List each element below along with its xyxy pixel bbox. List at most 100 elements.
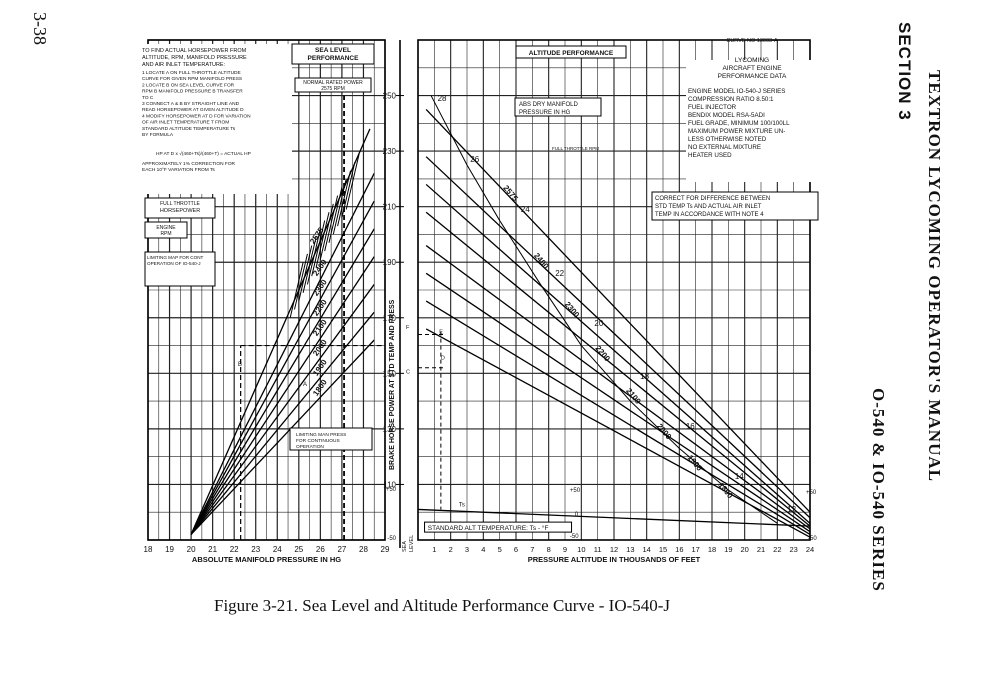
curve-number: CURVE NO 13003-A: [726, 38, 778, 44]
temp-tick-right: +50: [806, 490, 817, 496]
full-throttle-hatch: [324, 195, 339, 252]
engine-data-text: LESS OTHERWISE NOTED: [688, 136, 767, 143]
point-c-label: C: [406, 369, 410, 375]
instructions-text: AND AIR INLET TEMPERATURE:: [142, 62, 226, 68]
engine-data-text: MAXIMUM POWER MIXTURE UN-: [688, 128, 785, 135]
sea-level-x-tick: 20: [187, 545, 196, 554]
temp-tick-left: +50: [386, 487, 397, 493]
altitude-x-tick: 5: [498, 545, 502, 554]
full-throttle-hatch: [311, 220, 326, 277]
altitude-x-tick: 12: [610, 545, 618, 554]
instructions-steps: OF AIR INLET TEMPERATURE T FROM: [142, 120, 229, 126]
limiting-man-press-text: LIMITING MAN PRESS: [296, 432, 346, 438]
manifold-pressure-label: 18: [640, 372, 649, 381]
hp-axis-tick-label: 210: [383, 203, 397, 212]
hp-axis-tick-label: 250: [383, 92, 397, 101]
sea-level-rpm-line: [190, 284, 375, 535]
full-throttle-hatch: [294, 253, 308, 310]
engine-data-text: FUEL INJECTOR: [688, 104, 737, 111]
sea-level-x-tick: 21: [208, 545, 217, 554]
temp-tick: 0: [575, 512, 579, 518]
engine-data-text: BENDIX MODEL RSA-5ADI: [688, 112, 765, 119]
instructions-steps: 2 LOCATE B ON SEA LEVEL CURVE FOR: [142, 82, 235, 88]
engine-data-box: [686, 60, 818, 182]
altitude-title: ALTITUDE PERFORMANCE: [529, 50, 614, 57]
instructions-steps: CURVE FOR GIVEN RPM MANIFOLD PRESS: [142, 76, 242, 82]
engine-data-text: FUEL GRADE, MINIMUM 100/100LL: [688, 120, 790, 127]
altitude-x-tick: 11: [594, 545, 602, 554]
instructions-steps: TO C: [142, 95, 154, 101]
temp-tick: -50: [570, 534, 579, 540]
instructions-steps: STANDARD ALTITUDE TEMPERATURE Ts: [142, 126, 236, 132]
sea-level-rpm-label: 2000: [311, 337, 329, 357]
manifold-pressure-label: 22: [555, 269, 564, 278]
engine-data-title2: AIRCRAFT ENGINE: [722, 65, 782, 72]
altitude-x-tick: 20: [740, 545, 748, 554]
sea-level-x-label: ABSOLUTE MANIFOLD PRESSURE IN HG: [192, 555, 341, 564]
temp-tick: +50: [570, 488, 581, 494]
sea-level-rpm-line: [190, 173, 375, 535]
altitude-rpm-line: [425, 211, 811, 527]
altitude-rpm-line: [425, 272, 811, 533]
manifold-pressure-label: 28: [438, 94, 447, 103]
altitude-x-tick: 7: [530, 545, 534, 554]
point-f-label: F: [406, 325, 410, 331]
altitude-x-tick: 21: [757, 545, 765, 554]
instructions-text: ALTITUDE, RPM, MANIFOLD PRESSURE: [142, 55, 247, 61]
engine-rpm-label1: ENGINE: [156, 225, 176, 231]
altitude-x-tick: 24: [806, 545, 814, 554]
altitude-x-tick: 1: [432, 545, 436, 554]
manifold-pressure-label: 26: [470, 155, 479, 164]
sea-level-x-tick: 29: [381, 545, 390, 554]
std-alt-temp-label: STANDARD ALT TEMPERATURE: Ts - °F: [428, 524, 549, 532]
engine-data-text: HEATER USED: [688, 152, 732, 159]
altitude-x-tick: 22: [773, 545, 781, 554]
instructions-steps: BY FORMULA: [142, 132, 174, 138]
limiting-man-press-text: OPERATION: [296, 444, 324, 450]
altitude-rpm-line: [425, 300, 811, 535]
altitude-rpm-label: 1800: [716, 481, 735, 501]
sea-level-title-line1: SEA LEVEL: [315, 47, 351, 54]
formula-text: HP AT D x √(460+Ts)/(460+T) = ACTUAL HP: [156, 151, 251, 157]
limiting-map-box: [144, 251, 216, 287]
hp-axis-tick-label: 130: [383, 425, 397, 434]
limiting-man-press-text: FOR CONTINUOUS: [296, 438, 340, 444]
hp-axis-tick-label: 170: [383, 314, 397, 323]
sea-level-x-tick: 24: [273, 545, 282, 554]
correction-text: TEMP IN ACCORDANCE WITH NOTE 4: [655, 212, 764, 218]
altitude-x-tick: 4: [481, 545, 485, 554]
sea-level-x-tick: 28: [359, 545, 368, 554]
instructions-steps: 3 CONNECT A & B BY STRAIGHT LINE AND: [142, 101, 240, 107]
instructions-steps: 1 LOCATE A ON FULL THROTTLE ALTITUDE: [142, 70, 241, 76]
sea-level-title-line2: PERFORMANCE: [308, 55, 360, 62]
temp-tick-left: -50: [387, 536, 396, 542]
altitude-rpm-line: [425, 183, 811, 524]
sea-level-rpm-label: 1800: [311, 377, 329, 397]
instructions-text: TO FIND ACTUAL HORSEPOWER FROM: [142, 48, 247, 54]
std-temp-line: [417, 508, 811, 527]
altitude-x-tick: 2: [449, 545, 453, 554]
altitude-x-tick: 3: [465, 545, 469, 554]
full-throttle-hatch: [319, 203, 334, 260]
altitude-rpm-label: 2300: [563, 300, 582, 320]
correction-note: EACH 10°F VARIATION FROM Ts: [142, 167, 215, 173]
altitude-rpm-line: [425, 156, 811, 519]
engine-data-title3: PERFORMANCE DATA: [718, 73, 787, 80]
engine-data-text: ENGINE MODEL IO-540-J SERIES: [688, 88, 785, 95]
sea-level-x-tick: 25: [294, 545, 303, 554]
sea-level-x-tick: 18: [144, 545, 153, 554]
correction-box: [651, 191, 819, 221]
ts-label: Ts: [459, 502, 465, 508]
altitude-rpm-label: 2575: [501, 184, 520, 204]
manifold-pressure-label: 14: [735, 472, 744, 481]
full-throttle-hatch: [332, 178, 347, 235]
altitude-x-tick: 16: [675, 545, 683, 554]
sea-level-x-tick: 26: [316, 545, 325, 554]
altitude-x-tick: 6: [514, 545, 518, 554]
point-e-label: E: [439, 330, 443, 336]
altitude-x-tick: 23: [789, 545, 797, 554]
sea-level-rpm-label: 1900: [311, 357, 329, 377]
instructions-steps: READ HORSEPOWER AT GIVEN ALTITUDE D: [142, 107, 244, 113]
engine-data-text: COMPRESSION RATIO 8.50:1: [688, 96, 774, 103]
